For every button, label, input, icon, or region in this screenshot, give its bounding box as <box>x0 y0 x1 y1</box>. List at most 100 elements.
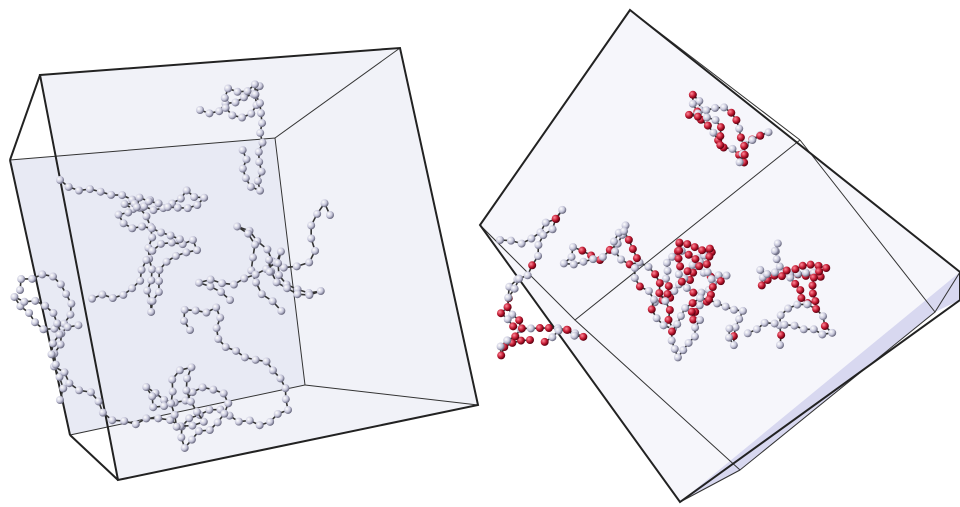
atom <box>148 265 156 273</box>
atom <box>224 84 232 92</box>
atom <box>133 203 141 211</box>
atom <box>610 238 618 246</box>
atom <box>149 206 157 214</box>
atom <box>217 288 225 296</box>
atom <box>655 289 663 297</box>
atom <box>160 402 168 410</box>
atom <box>818 330 826 338</box>
atom <box>689 100 697 108</box>
atom <box>791 280 799 288</box>
atom <box>185 414 193 422</box>
atom <box>232 347 240 355</box>
atom <box>810 325 818 333</box>
atom <box>694 113 702 121</box>
atom <box>168 239 176 247</box>
atom <box>172 252 180 260</box>
atom <box>66 311 74 319</box>
atom <box>200 418 208 426</box>
atom <box>689 289 697 297</box>
atom <box>145 197 153 205</box>
atom <box>527 324 535 332</box>
atom <box>542 219 550 227</box>
atom <box>218 279 226 287</box>
atom <box>16 286 24 294</box>
atom <box>186 326 194 334</box>
atom <box>636 283 644 291</box>
atom <box>698 246 706 254</box>
atom <box>815 268 823 276</box>
atom <box>703 113 711 121</box>
atom <box>691 324 699 332</box>
atom <box>756 132 764 140</box>
atom <box>753 325 761 333</box>
atom <box>10 293 18 301</box>
atom <box>802 269 810 277</box>
atom <box>756 266 764 274</box>
atom <box>685 339 693 347</box>
atom <box>660 321 668 329</box>
atom <box>213 324 221 332</box>
atom <box>675 270 683 278</box>
atom <box>266 268 274 276</box>
atom <box>709 129 717 137</box>
atom <box>147 308 155 316</box>
atom <box>705 253 713 261</box>
atom <box>155 277 163 285</box>
atom <box>142 256 150 264</box>
atom <box>255 158 263 166</box>
atom <box>722 303 730 311</box>
atom <box>48 350 56 358</box>
atom <box>189 236 197 244</box>
atom <box>57 340 65 348</box>
atom <box>157 228 165 236</box>
atom <box>65 379 73 387</box>
atom <box>52 360 60 368</box>
atom <box>282 395 290 403</box>
atom <box>276 374 284 382</box>
atom <box>57 280 65 288</box>
atom <box>167 232 175 240</box>
scene <box>0 0 960 507</box>
atom <box>143 287 151 295</box>
atom <box>249 253 257 261</box>
atom <box>691 255 699 263</box>
atom <box>736 158 744 166</box>
atom <box>108 416 116 424</box>
atom <box>821 322 829 330</box>
atom <box>696 294 704 302</box>
atom <box>128 284 136 292</box>
atom <box>199 383 207 391</box>
atom <box>56 176 64 184</box>
atom <box>284 406 292 414</box>
atom <box>115 211 123 219</box>
atom <box>184 204 192 212</box>
atom <box>262 357 270 365</box>
atom <box>62 290 70 298</box>
atom <box>88 295 96 303</box>
atom <box>154 414 162 422</box>
atom <box>678 278 686 286</box>
atom <box>803 300 811 308</box>
atom <box>317 287 325 295</box>
atom <box>135 194 143 202</box>
left-box <box>10 48 478 480</box>
atom <box>148 224 156 232</box>
atom <box>107 191 115 199</box>
atom <box>124 208 132 216</box>
atom <box>653 314 661 322</box>
atom <box>86 185 94 193</box>
atom <box>75 186 83 194</box>
atom <box>732 116 740 124</box>
atom <box>709 283 717 291</box>
atom <box>266 418 274 426</box>
atom <box>142 414 150 422</box>
atom <box>65 183 73 191</box>
atom <box>283 284 291 292</box>
atom <box>545 324 553 332</box>
atom <box>668 328 676 336</box>
atom <box>55 331 63 339</box>
atom <box>41 302 49 310</box>
atom <box>534 252 542 260</box>
atom <box>277 307 285 315</box>
atom <box>526 336 534 344</box>
